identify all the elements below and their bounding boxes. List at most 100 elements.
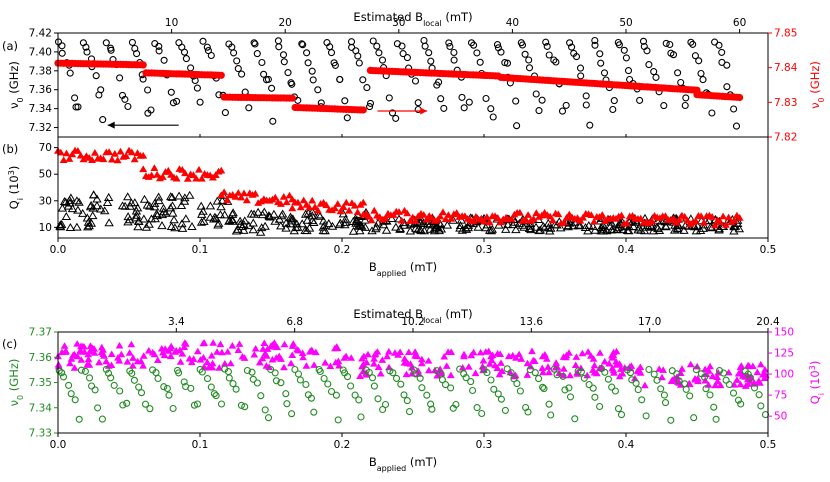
panel-c-magenta-triangle-point (370, 360, 378, 367)
panel-c-magenta-triangle-point (326, 362, 335, 369)
panel-a-black-circle-point (359, 76, 367, 84)
panel-c-magenta-triangle-point (447, 348, 455, 355)
panel-c-magenta-triangle-point (757, 360, 765, 368)
panel-b-black-triangle-point (197, 209, 207, 218)
panel-b-red-triangle-point (636, 214, 645, 222)
panel-c-magenta-triangle-point (378, 356, 387, 363)
panel-a-black-circle-point (121, 95, 129, 103)
panel-b-black-triangle-point (205, 201, 216, 210)
panel-c-green-circle-point (123, 399, 131, 407)
panel-b-red-triangle-point (397, 216, 406, 224)
panel-c-magenta-triangle-point (544, 363, 552, 370)
panel-c-magenta-triangle-point (209, 339, 217, 346)
panel-b-black-triangle-point (598, 220, 608, 229)
panel-c-magenta-triangle-point (299, 353, 307, 361)
panel-a-black-circle-point (124, 102, 132, 111)
panel-b-black-triangle-point (176, 201, 187, 209)
panel-b-black-triangle-point (55, 222, 66, 231)
panel-b-black-triangle-point (634, 223, 644, 232)
panel-a-black-circle-point (341, 97, 349, 105)
panel-c-magenta-triangle-point (400, 355, 409, 362)
panel-c-magenta-triangle-point (154, 356, 162, 363)
panel-b-x-axis-label: Bapplied (mT) (369, 260, 437, 278)
panel-b-black-triangle-point (196, 217, 207, 226)
panel-a-black-circle-point (207, 51, 215, 60)
panel-c-green-circle-point (447, 384, 455, 392)
panel-a-black-circle-point (139, 75, 147, 83)
panel-b-red-triangle-point (370, 206, 379, 214)
panel-b-left-tick-label: 10 (39, 222, 52, 234)
panel-c-green-circle-point (469, 386, 477, 395)
panel-c-magenta-triangle-point (589, 366, 597, 373)
panel-b-black-triangle-point (248, 218, 258, 227)
panel-b-black-triangle-point (324, 218, 334, 228)
panel-a-black-circle-point (425, 49, 433, 57)
panel-c-magenta-triangle-point (691, 376, 700, 383)
panel-c-magenta-triangle-point (543, 355, 551, 362)
panel-b-red-triangle-point (680, 212, 689, 220)
panel-a-black-circle-point (284, 69, 292, 77)
panel-c-x-tick-label: 0.2 (334, 439, 351, 451)
panel-b-red-triangle-point (339, 203, 348, 210)
panel-a-black-circle-point (666, 40, 674, 49)
panel-b-black-triangle-point (239, 225, 249, 234)
panel-b-black-triangle-point (177, 223, 188, 232)
panel-c-left-axis-label: ν0 (GHz) (7, 359, 25, 407)
panel-b-black-triangle-point (442, 220, 453, 229)
panel-c-green-circle-point (88, 382, 96, 390)
panel-c-green-circle-point (700, 373, 709, 381)
panel-b-black-triangle-point (133, 222, 143, 231)
panel-c-green-circle-point (163, 384, 171, 393)
panel-a-black-circle-point (385, 94, 393, 102)
panel-c-magenta-triangle-point (736, 380, 745, 388)
panel-a-black-circle-point (58, 49, 66, 57)
panel-b-red-triangle-point (122, 152, 131, 159)
panel-a-black-circle-point (518, 41, 527, 49)
panel-b-black-triangle-point (165, 203, 176, 212)
panel-c-magenta-triangle-point (251, 345, 260, 352)
panel-c-green-circle-point (58, 369, 66, 377)
panel-b-red-triangle-point (724, 213, 733, 221)
panel-c-green-circle-point (332, 391, 340, 399)
panel-b-black-triangle-point (327, 221, 338, 230)
panel-a-black-circle-point (460, 104, 468, 112)
panel-b-red-triangle-point (669, 214, 678, 222)
panel-a-black-circle-point (677, 78, 685, 87)
panel-a-black-circle-point (643, 47, 651, 55)
panel-c-green-circle-point (497, 395, 505, 403)
panel-c-green-circle-point (690, 414, 698, 422)
panel-b-black-triangle-point (179, 196, 190, 205)
panel-c-magenta-triangle-point (596, 349, 604, 356)
panel-c-green-circle-point (327, 387, 336, 396)
panel-c-magenta-triangle-point (702, 370, 711, 378)
panel-c-magenta-triangle-point (70, 364, 79, 371)
panel-c-magenta-triangle-point (605, 360, 613, 367)
panel-a-red-circle-point (288, 94, 296, 102)
panel-b-black-triangle-point (568, 221, 578, 230)
panel-b-black-triangle-point (167, 201, 178, 210)
panel-c-green-circle-point (334, 416, 342, 424)
panel-c-green-circle-point (324, 380, 332, 388)
panel-a-black-circle-point (199, 37, 207, 45)
panel-b-red-triangle-point (172, 174, 181, 182)
panel-c-top-tick-label: 3.4 (168, 316, 185, 328)
panel-b-black-triangle-point (174, 191, 184, 200)
panel-b-black-triangle-point (145, 201, 155, 210)
panel-b-red-triangle-point (708, 213, 717, 220)
panel-c-magenta-triangle-point (590, 361, 599, 369)
panel-b-red-triangle-point (130, 155, 139, 163)
panel-c-magenta-triangle-point (302, 362, 311, 369)
panel-c-magenta-triangle-point (370, 355, 378, 362)
panel-b-red-triangle-point (406, 217, 414, 224)
panel-c-magenta-triangle-point (104, 362, 113, 369)
panel-c-magenta-triangle-point (538, 364, 547, 371)
panel-c-green-circle-point (212, 392, 220, 400)
panel-c-green-circle-point (702, 385, 710, 393)
panel-c-top-tick-label: 20.4 (756, 316, 780, 328)
panel-b-black-triangle-point (199, 216, 209, 225)
panel-b-black-triangle-point (387, 214, 397, 222)
panel-b-black-triangle-point (303, 208, 313, 217)
panel-c-green-circle-point (169, 404, 177, 413)
panel-c-green-circle-point (737, 400, 745, 408)
panel-a-black-circle-point (723, 83, 731, 91)
